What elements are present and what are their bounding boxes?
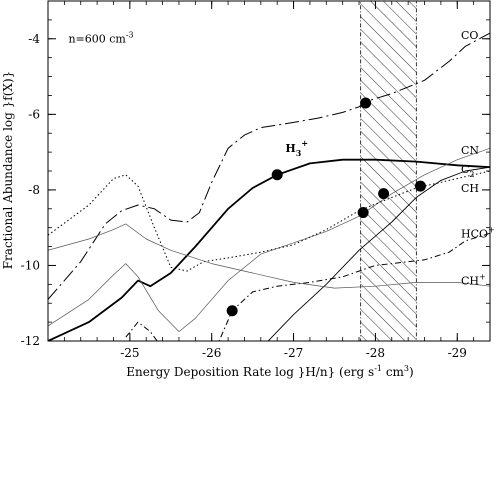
- series-label-cn: CN: [461, 144, 479, 157]
- y-tick-label: -6: [28, 107, 40, 121]
- series-label-co: CO: [461, 29, 478, 42]
- marker-layer: [226, 97, 426, 317]
- y-tick-label: -4: [28, 32, 40, 46]
- tick-layer: -25 -26 -27 -28 -29 -12 -10 -8 -6 -4: [21, 0, 491, 360]
- series-label-layer: CO CN C2 CH HCO+ CH+: [461, 29, 495, 288]
- data-marker-1: [360, 97, 372, 109]
- x-tick-label: -27: [284, 346, 303, 360]
- x-axis-label: Energy Deposition Rate log }H/n} (erg s-…: [126, 364, 413, 379]
- series-layer: [48, 32, 490, 341]
- x-tick-label: -26: [202, 346, 221, 360]
- x-tick-label: -28: [366, 346, 385, 360]
- data-marker-4: [378, 188, 390, 200]
- x-tick-label: -29: [448, 346, 467, 360]
- y-tick-label: -12: [21, 334, 40, 348]
- y-axis-label: Fractional Abundance log }f(X)}: [1, 71, 15, 270]
- series-line-hco-: [125, 232, 490, 341]
- series-line-ch: [48, 170, 490, 272]
- h3-label: H3+: [285, 138, 308, 158]
- shaded-band: [360, 0, 417, 342]
- series-line-c2: [267, 166, 490, 341]
- series-label-c2: C2: [461, 163, 475, 179]
- y-tick-label: -8: [28, 183, 40, 197]
- series-line-h3-: [48, 158, 490, 341]
- y-tick-label: -10: [21, 258, 40, 272]
- plot-frame: [47, 0, 491, 342]
- data-marker-5: [357, 207, 369, 219]
- series-line-co: [48, 32, 490, 300]
- series-line-cn: [48, 147, 490, 332]
- data-marker-3: [414, 180, 426, 192]
- series-label-ch: CH: [461, 182, 479, 195]
- x-tick-label: -25: [120, 346, 139, 360]
- series-line-ch-: [48, 223, 490, 289]
- series-label-hco-: HCO+: [461, 225, 495, 240]
- density-annotation: n=600 cm-3: [68, 31, 133, 46]
- data-marker-6: [226, 305, 238, 317]
- data-marker-2: [271, 169, 283, 181]
- series-label-ch-: CH+: [461, 273, 486, 288]
